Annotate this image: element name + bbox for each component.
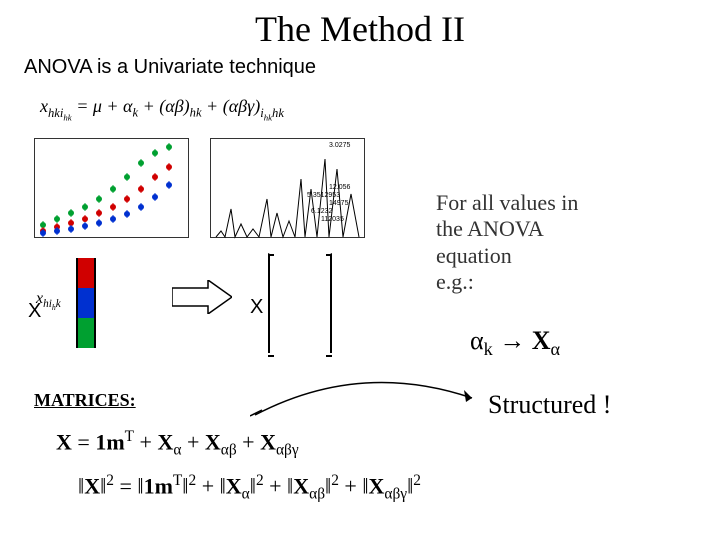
svg-text:14975: 14975 (329, 200, 349, 207)
svg-text:6.1232: 6.1232 (311, 208, 333, 215)
matrix-equation-1: X = 1mT + Xα + Xαβ + Xαβγ (56, 428, 299, 460)
univariate-formula: xhkihk = μ + αk + (αβ)hk + (αβγ)ihkhk (40, 96, 284, 122)
matrix-equation-2: ‖X‖2 = ‖1mT‖2 + ‖Xα‖2 + ‖Xαβ‖2 + ‖Xαβγ‖2 (78, 472, 421, 504)
big-x-label: X (250, 296, 263, 319)
block-arrow-icon (172, 280, 232, 314)
svg-text:12.056: 12.056 (329, 184, 351, 191)
right-explanation: For all values inthe ANOVAequatione.g.: (436, 190, 696, 296)
svg-text:3.0275: 3.0275 (329, 142, 351, 149)
alpha-to-x-formula: αk → Xα (470, 326, 560, 360)
structured-label: Structured ! (488, 390, 611, 420)
slide-subtitle: ANOVA is a Univariate technique (24, 56, 316, 79)
slide-title: The Method II (0, 8, 720, 50)
svg-text:5.3512953: 5.3512953 (307, 192, 340, 199)
big-matrix (268, 253, 332, 353)
scatter-chart (34, 138, 189, 238)
spectrum-chart: 3.0275 12.0565.3512953149756.1232112035 (210, 138, 365, 238)
column-matrix (76, 258, 96, 348)
matrices-heading: MATRICES: (34, 390, 136, 411)
x-column-label: X (28, 300, 41, 323)
curve-arrow-icon (250, 370, 480, 420)
svg-text:112035: 112035 (321, 216, 344, 223)
